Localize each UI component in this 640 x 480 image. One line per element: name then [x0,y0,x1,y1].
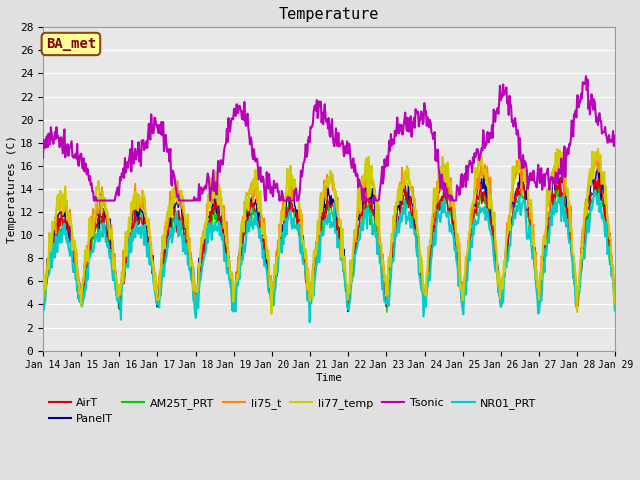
Text: BA_met: BA_met [46,37,96,51]
X-axis label: Time: Time [316,373,342,383]
Y-axis label: Temperatures (C): Temperatures (C) [7,135,17,243]
Legend: AirT, PanelT, AM25T_PRT, li75_t, li77_temp, Tsonic, NR01_PRT: AirT, PanelT, AM25T_PRT, li75_t, li77_te… [49,398,536,424]
Title: Temperature: Temperature [279,7,380,22]
